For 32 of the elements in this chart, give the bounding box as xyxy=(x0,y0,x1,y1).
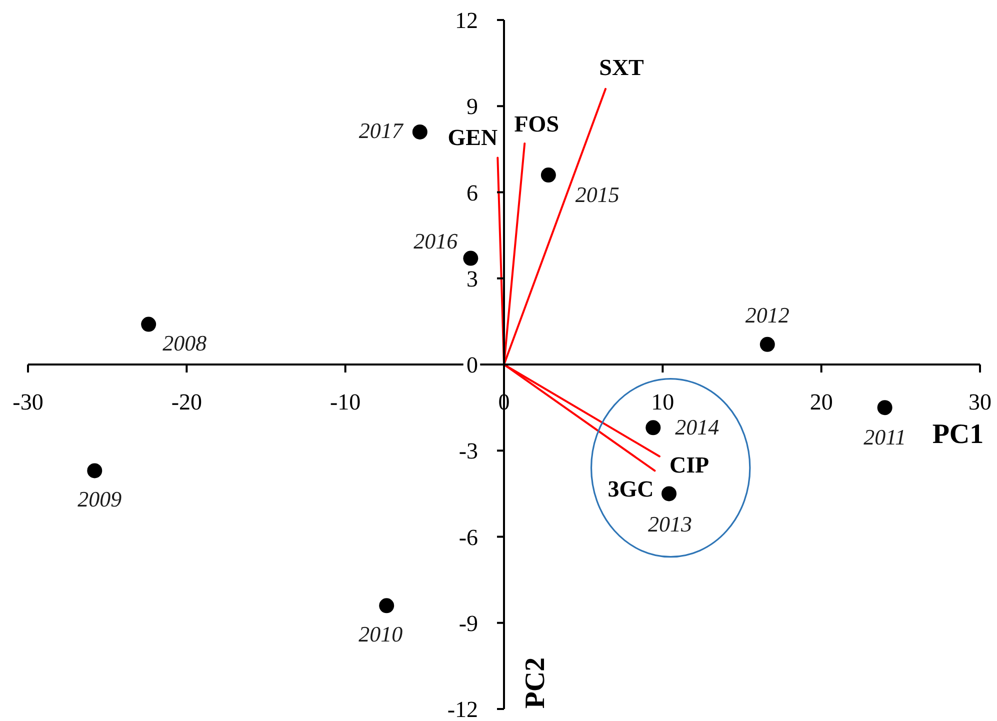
x-tick-label: 30 xyxy=(968,390,992,414)
x-axis-title: PC1 xyxy=(932,419,984,450)
series-label: CIP xyxy=(669,452,710,478)
series-label: GEN xyxy=(448,124,498,150)
annotation: 2014 xyxy=(675,414,720,440)
annotation: 2015 xyxy=(575,182,620,208)
y-axis-title: PC2 xyxy=(520,657,551,709)
y-tick-label: -6 xyxy=(458,524,478,550)
y-tick-label: -12 xyxy=(447,697,478,721)
annotation: 2017 xyxy=(358,118,404,143)
x-tick-label: 10 xyxy=(651,390,674,414)
annotation: 2008 xyxy=(162,330,207,356)
y-tick-label: 0 xyxy=(466,352,478,378)
annotation: 2016 xyxy=(414,228,458,254)
series-label: SXT xyxy=(599,54,644,80)
y-tick-label: -9 xyxy=(458,610,478,636)
x-tick-label: -30 xyxy=(12,390,44,414)
annotation: 2011 xyxy=(864,424,906,450)
y-tick-label: 9 xyxy=(466,94,478,120)
x-tick-label: 20 xyxy=(810,390,833,414)
y-tick-label: 6 xyxy=(466,180,478,206)
x-tick-label: -20 xyxy=(171,390,202,414)
x-tick-label: -10 xyxy=(330,390,361,414)
y-tick-label: 3 xyxy=(466,266,478,292)
series-label: FOS xyxy=(514,111,559,136)
series-label: 3GC xyxy=(608,476,654,502)
y-tick-label: 12 xyxy=(455,8,478,34)
annotation: 2010 xyxy=(358,622,403,647)
annotation: 2012 xyxy=(745,302,790,328)
annotation: 2009 xyxy=(78,486,122,512)
y-tick-label: -3 xyxy=(458,438,478,464)
annotation: 2013 xyxy=(648,512,692,537)
